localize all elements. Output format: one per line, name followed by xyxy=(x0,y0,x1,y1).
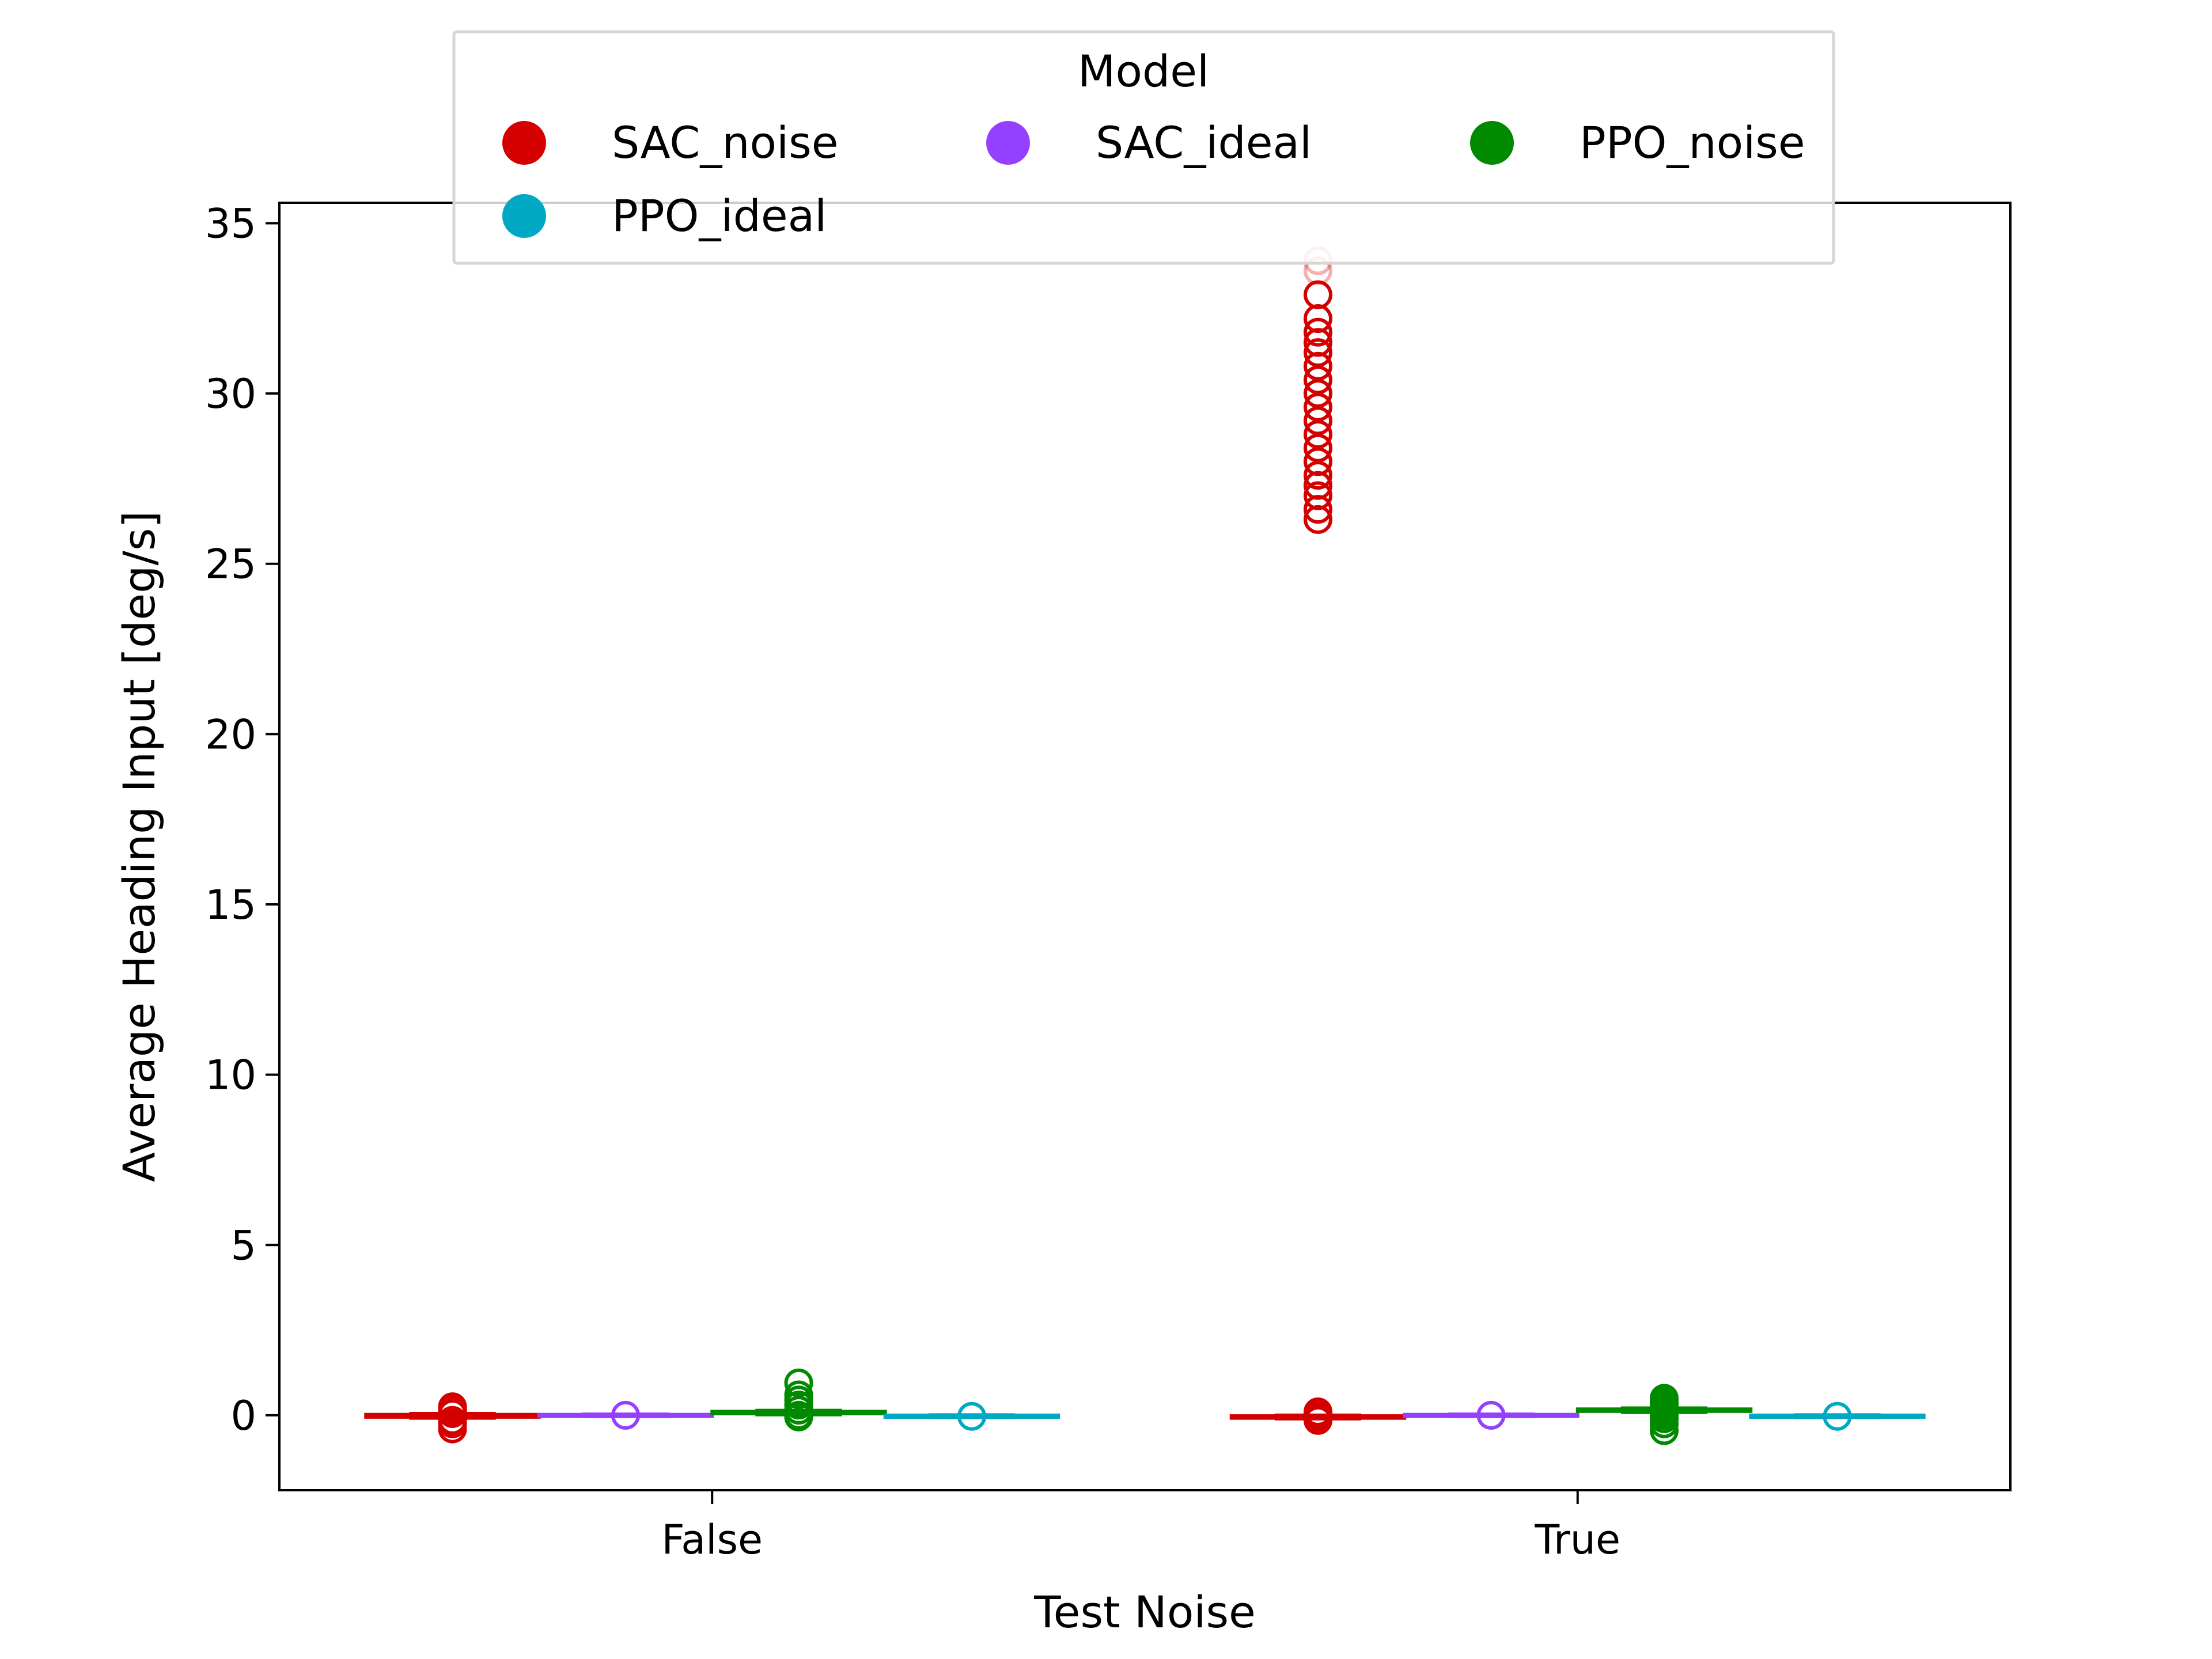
outlier-point xyxy=(1304,406,1332,435)
x-tick-label: True xyxy=(1534,1516,1620,1563)
box-PPO_ideal-True xyxy=(1749,1402,1926,1431)
y-tick-label: 5 xyxy=(230,1222,256,1269)
outlier-point xyxy=(438,1414,467,1444)
legend-marker-PPO_noise xyxy=(1470,121,1514,165)
legend-marker-SAC_ideal xyxy=(986,121,1030,165)
outlier-point xyxy=(1304,392,1332,422)
legend-marker-PPO_ideal xyxy=(502,194,546,238)
box-PPO_ideal-False xyxy=(883,1402,1060,1431)
outlier-point xyxy=(1304,379,1332,408)
box-SAC_noise-True xyxy=(1229,246,1407,1435)
outlier-point xyxy=(1476,1400,1506,1430)
legend: Model SAC_noise SAC_ideal PPO_noise PPO_ide… xyxy=(452,30,1835,265)
outlier-point xyxy=(1304,365,1332,395)
outlier-point xyxy=(1304,280,1332,309)
y-tick-label: 25 xyxy=(205,541,256,588)
box-PPO_noise-False xyxy=(710,1368,887,1431)
legend-title: Model xyxy=(1078,46,1209,97)
legend-label-PPO_ideal: PPO_ideal xyxy=(612,190,827,241)
x-axis-label: Test Noise xyxy=(1033,1586,1256,1638)
outlier-point xyxy=(1823,1402,1852,1431)
outlier-point xyxy=(1304,447,1332,476)
x-axis: False True xyxy=(661,1490,1620,1563)
outlier-point xyxy=(1304,1406,1332,1435)
legend-label-PPO_noise: PPO_noise xyxy=(1580,117,1805,168)
y-tick-label: 20 xyxy=(205,711,256,758)
outlier-point xyxy=(1304,420,1332,449)
outlier-point xyxy=(1304,461,1332,490)
outlier-point xyxy=(1304,317,1332,347)
y-tick-label: 10 xyxy=(205,1052,256,1099)
outlier-point xyxy=(1304,481,1332,510)
plot-marks xyxy=(364,246,1926,1445)
y-axis: 0 5 10 15 20 25 30 35 xyxy=(205,200,279,1440)
outlier-point xyxy=(1304,433,1332,463)
x-tick-label: False xyxy=(661,1516,763,1563)
outlier-point xyxy=(784,1402,813,1431)
box-SAC_ideal-True xyxy=(1403,1400,1580,1430)
outlier-point xyxy=(784,1368,813,1397)
legend-label-SAC_noise: SAC_noise xyxy=(612,117,839,168)
box-PPO_noise-True xyxy=(1575,1384,1753,1445)
legend-box xyxy=(452,30,1835,265)
y-axis-label: Average Heading Input [deg/s] xyxy=(113,511,165,1182)
outlier-point xyxy=(1304,338,1332,368)
box-SAC_ideal-False xyxy=(537,1400,714,1430)
legend-label-SAC_ideal: SAC_ideal xyxy=(1096,117,1312,168)
y-tick-label: 30 xyxy=(205,370,256,418)
y-tick-label: 0 xyxy=(230,1392,256,1440)
box-SAC_noise-False xyxy=(364,1392,541,1444)
outlier-point xyxy=(957,1402,986,1431)
legend-entries: SAC_noise SAC_ideal PPO_noise PPO_ideal xyxy=(502,117,1805,241)
legend-marker-SAC_noise xyxy=(502,121,546,165)
y-tick-label: 15 xyxy=(205,881,256,929)
outlier-point xyxy=(1650,1416,1679,1445)
outlier-point xyxy=(611,1400,640,1430)
y-tick-label: 35 xyxy=(205,200,256,247)
